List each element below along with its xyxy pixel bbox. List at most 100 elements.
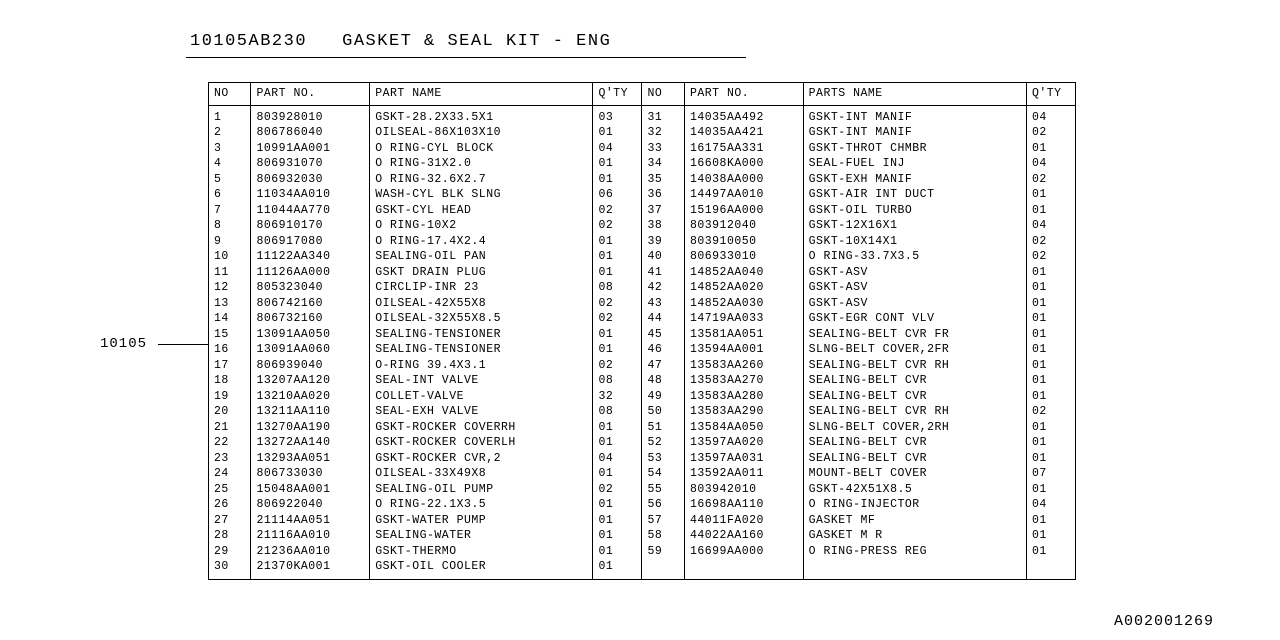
cell-qty: 01 (1026, 265, 1075, 281)
cell-qty: 01 (1026, 373, 1075, 389)
cell-partno: 21370KA001 (251, 559, 370, 579)
cell-partname: GSKT-ROCKER CVR,2 (370, 451, 593, 467)
cell-partno (684, 559, 803, 579)
cell-partno: 806933010 (684, 249, 803, 265)
cell-no: 52 (642, 435, 684, 451)
hdr-right-no: NO (642, 83, 684, 106)
cell-qty: 01 (1026, 451, 1075, 467)
cell-partname: GSKT-ROCKER COVERRH (370, 420, 593, 436)
table-row: 611034AA010WASH-CYL BLK SLNG063614497AA0… (209, 187, 1076, 203)
cell-partname: COLLET-VALVE (370, 389, 593, 405)
cell-partno: 806922040 (251, 497, 370, 513)
cell-partname: SEAL-EXH VALVE (370, 404, 593, 420)
cell-qty: 01 (1026, 280, 1075, 296)
cell-partno: 14852AA030 (684, 296, 803, 312)
cell-partname: SEALING-WATER (370, 528, 593, 544)
cell-qty: 07 (1026, 466, 1075, 482)
cell-qty: 08 (593, 373, 642, 389)
cell-no: 42 (642, 280, 684, 296)
cell-partno: 16175AA331 (684, 141, 803, 157)
cell-partno: 14035AA421 (684, 125, 803, 141)
cell-partname: SEALING-BELT CVR RH (803, 404, 1026, 420)
cell-qty: 01 (1026, 296, 1075, 312)
cell-partname: WASH-CYL BLK SLNG (370, 187, 593, 203)
cell-partno: 16608KA000 (684, 156, 803, 172)
cell-no: 56 (642, 497, 684, 513)
ref-leader-line (158, 344, 208, 345)
title-underline (186, 57, 746, 58)
cell-no: 51 (642, 420, 684, 436)
table-row: 2821116AA010SEALING-WATER015844022AA160G… (209, 528, 1076, 544)
cell-qty: 01 (593, 234, 642, 250)
cell-partname: SEALING-BELT CVR RH (803, 358, 1026, 374)
cell-partno: 13594AA001 (684, 342, 803, 358)
table-row: 17806939040O-RING 39.4X3.1024713583AA260… (209, 358, 1076, 374)
cell-partname: SEALING-BELT CVR FR (803, 327, 1026, 343)
cell-qty (1026, 559, 1075, 579)
cell-no: 15 (209, 327, 251, 343)
cell-no: 8 (209, 218, 251, 234)
cell-qty: 01 (593, 528, 642, 544)
cell-partname: GSKT-WATER PUMP (370, 513, 593, 529)
table-row: 26806922040O RING-22.1X3.5015616698AA110… (209, 497, 1076, 513)
hdr-right-part: PART NO. (684, 83, 803, 106)
table-row: 14806732160OILSEAL-32X55X8.5024414719AA0… (209, 311, 1076, 327)
cell-no: 32 (642, 125, 684, 141)
cell-qty: 04 (593, 451, 642, 467)
cell-partname: GASKET MF (803, 513, 1026, 529)
table-row: 2013211AA110SEAL-EXH VALVE085013583AA290… (209, 404, 1076, 420)
cell-no: 31 (642, 105, 684, 125)
cell-partno: 21114AA051 (251, 513, 370, 529)
cell-qty: 02 (593, 482, 642, 498)
cell-qty: 01 (1026, 528, 1075, 544)
cell-partno: 806932030 (251, 172, 370, 188)
table-row: 2806786040OILSEAL-86X103X10013214035AA42… (209, 125, 1076, 141)
cell-qty: 01 (1026, 358, 1075, 374)
cell-partno: 21116AA010 (251, 528, 370, 544)
cell-qty: 01 (593, 513, 642, 529)
cell-partname: O RING-INJECTOR (803, 497, 1026, 513)
cell-partname: SEALING-OIL PAN (370, 249, 593, 265)
cell-partno: 11126AA000 (251, 265, 370, 281)
cell-no: 13 (209, 296, 251, 312)
table-row: 2313293AA051GSKT-ROCKER CVR,2045313597AA… (209, 451, 1076, 467)
cell-partno: 21236AA010 (251, 544, 370, 560)
cell-partno: 13211AA110 (251, 404, 370, 420)
cell-partname: GSKT-INT MANIF (803, 125, 1026, 141)
cell-partno: 16698AA110 (684, 497, 803, 513)
cell-partno: 13210AA020 (251, 389, 370, 405)
cell-partno: 13583AA280 (684, 389, 803, 405)
cell-partname: GSKT-ROCKER COVERLH (370, 435, 593, 451)
cell-qty: 01 (1026, 420, 1075, 436)
cell-no: 49 (642, 389, 684, 405)
cell-no: 45 (642, 327, 684, 343)
cell-partname: GSKT-ASV (803, 265, 1026, 281)
cell-partname: O RING-PRESS REG (803, 544, 1026, 560)
cell-partname: SEALING-BELT CVR (803, 373, 1026, 389)
cell-qty: 02 (1026, 234, 1075, 250)
cell-no: 33 (642, 141, 684, 157)
cell-no: 26 (209, 497, 251, 513)
table-row: 2921236AA010GSKT-THERMO015916699AA000O R… (209, 544, 1076, 560)
cell-no: 46 (642, 342, 684, 358)
cell-qty: 01 (1026, 311, 1075, 327)
ref-label: 10105 (100, 336, 147, 352)
cell-partno: 13207AA120 (251, 373, 370, 389)
cell-qty: 04 (1026, 497, 1075, 513)
cell-no: 34 (642, 156, 684, 172)
cell-partname: SEALING-BELT CVR (803, 389, 1026, 405)
cell-no: 24 (209, 466, 251, 482)
table-row: 1011122AA340SEALING-OIL PAN0140806933010… (209, 249, 1076, 265)
cell-qty: 01 (593, 156, 642, 172)
table-row: 1513091AA050SEALING-TENSIONER014513581AA… (209, 327, 1076, 343)
table-row: 24806733030OILSEAL-33X49X8015413592AA011… (209, 466, 1076, 482)
cell-no: 11 (209, 265, 251, 281)
cell-no: 37 (642, 203, 684, 219)
cell-partno: 13597AA020 (684, 435, 803, 451)
cell-partname: SEALING-TENSIONER (370, 342, 593, 358)
cell-partno: 806917080 (251, 234, 370, 250)
cell-qty: 01 (593, 172, 642, 188)
cell-partname: O RING-31X2.0 (370, 156, 593, 172)
cell-no: 21 (209, 420, 251, 436)
cell-partname: GSKT-ASV (803, 296, 1026, 312)
